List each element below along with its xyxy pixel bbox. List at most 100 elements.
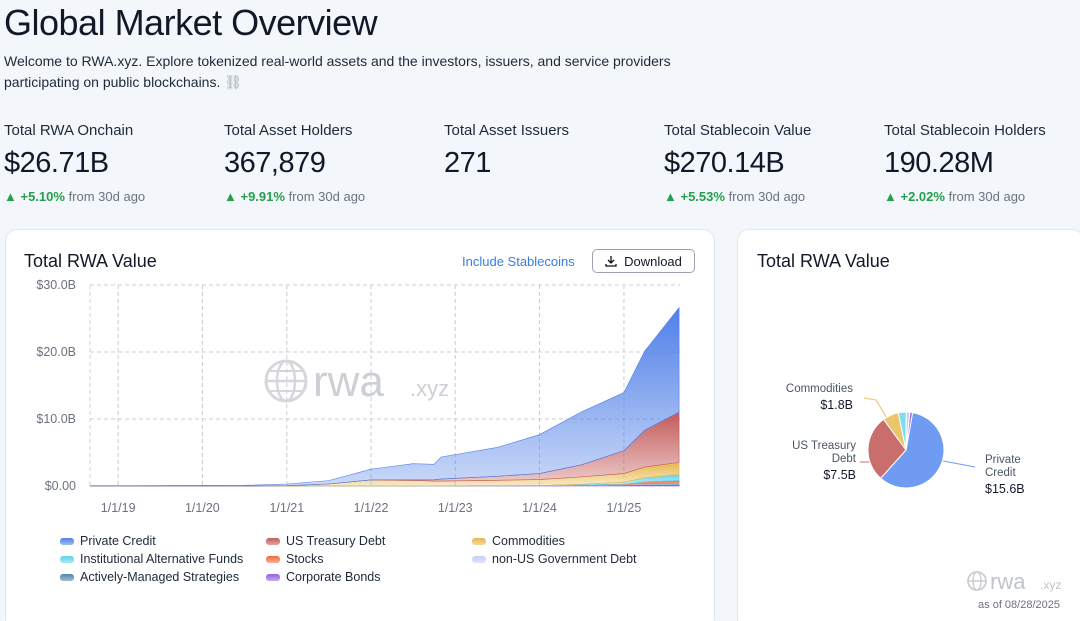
area	[89, 306, 680, 487]
watermark-suffix: .xyz	[410, 376, 449, 401]
leader	[863, 397, 889, 421]
change-suffix: from 30d ago	[288, 189, 366, 204]
stat-label: Total Stablecoin Value	[664, 122, 812, 139]
x-tick-label: 1/1/24	[522, 501, 557, 515]
change-value: +5.10%	[20, 189, 65, 204]
download-label: Download	[624, 253, 682, 269]
pie-slice	[867, 418, 907, 479]
legend-label: Corporate Bonds	[286, 570, 381, 584]
x-tick-label: 1/1/21	[269, 501, 304, 515]
up-arrow: ▲	[224, 189, 241, 204]
x-tick-label: 1/1/25	[607, 501, 642, 515]
change-suffix: from 30d ago	[948, 189, 1026, 204]
legend-swatch	[60, 537, 74, 545]
stat-value: $26.71B	[4, 147, 109, 179]
legend-swatch	[266, 555, 280, 563]
stat-label: Total RWA Onchain	[4, 122, 134, 139]
change-value: +2.02%	[900, 189, 945, 204]
stat: Total RWA Onchain $26.71B ▲ +5.10% from 30…	[4, 122, 224, 204]
legend-item: Private Credit	[60, 534, 266, 548]
download-icon	[605, 256, 617, 267]
change-suffix: from 30d ago	[68, 189, 146, 204]
stat-value: 190.28M	[884, 147, 994, 179]
pie-label: Private Credit $15.6B	[985, 454, 1045, 496]
legend-item: Corporate Bonds	[266, 570, 472, 584]
stat-change: ▲ +9.91% from 30d ago	[224, 189, 444, 204]
stat-label: Total Stablecoin Holders	[884, 122, 1046, 139]
legend-swatch	[472, 555, 486, 563]
stat-value: $270.14B	[664, 147, 785, 179]
watermark: rwa .xyz	[264, 357, 449, 406]
legend-swatch	[266, 537, 280, 545]
x-tick-label: 1/1/19	[101, 501, 136, 515]
change-value: +9.91%	[240, 189, 285, 204]
stat: Total Asset Holders 367,879 ▲ +9.91% from …	[224, 122, 444, 204]
legend-item: Commodities	[472, 534, 678, 548]
leader	[937, 459, 976, 468]
legend-swatch	[472, 537, 486, 545]
footer-logo-text: rwa	[990, 569, 1026, 594]
watermark-text: rwa	[313, 357, 384, 406]
legend-item: Institutional Alternative Funds	[60, 552, 266, 566]
legend-label: Institutional Alternative Funds	[80, 552, 244, 566]
pie-category: US Treasury Debt	[792, 440, 856, 465]
y-tick-label: $10.0B	[36, 412, 76, 426]
stat-label: Total Asset Issuers	[444, 122, 570, 139]
legend-label: US Treasury Debt	[286, 534, 386, 548]
pie-category: Private Credit	[985, 454, 1021, 479]
y-tick-label: $0.00	[45, 479, 76, 493]
pie-slice	[905, 411, 914, 451]
x-tick-label: 1/1/23	[438, 501, 473, 515]
stat: Total Stablecoin Holders 190.28M ▲ +2.02% …	[884, 122, 1080, 204]
legend-item: non-US Government Debt	[472, 552, 678, 566]
y-tick-label: $30.0B	[36, 278, 76, 292]
stat-change: ▲ +5.10% from 30d ago	[4, 189, 224, 204]
include-stablecoins[interactable]: Include Stablecoins	[462, 254, 575, 269]
legend-swatch	[60, 573, 74, 581]
chart-title: Total RWA Value	[24, 251, 157, 271]
pie-slice	[879, 411, 945, 489]
y-tick-label: $20.0B	[36, 345, 76, 359]
legend: Private Credit US Treasury Debt Commoditie…	[60, 534, 678, 584]
up-arrow: ▲	[4, 189, 21, 204]
x-tick-label: 1/1/22	[354, 501, 389, 515]
legend-label: Private Credit	[80, 534, 156, 548]
stat-value: 367,879	[224, 147, 326, 179]
stat-label: Total Asset Holders	[224, 122, 353, 139]
legend-item: US Treasury Debt	[266, 534, 472, 548]
legend-label: Stocks	[286, 552, 324, 566]
pie-title: Total RWA Value	[757, 251, 890, 271]
pie-label: Commodities $1.8B	[763, 383, 853, 412]
subtitle: Welcome to RWA.xyz. Explore tokenized re…	[4, 51, 734, 93]
legend-item: Actively-Managed Strategies	[60, 570, 266, 584]
change-suffix: from 30d ago	[728, 189, 806, 204]
stat-change: ▲ +5.53% from 30d ago	[664, 189, 884, 204]
page-title: Global Market Overview	[4, 2, 378, 43]
as-of: as of 08/28/2025	[978, 599, 1060, 611]
footer-logo: rwa .xyz	[967, 569, 1061, 594]
download-button[interactable]: Download	[592, 249, 695, 273]
legend-swatch	[266, 573, 280, 581]
subtitle-text: Welcome to RWA.xyz. Explore tokenized re…	[4, 53, 671, 90]
legend-label: non-US Government Debt	[492, 552, 637, 566]
pie-label: US Treasury Debt $7.5B	[776, 440, 856, 482]
stat: Total Stablecoin Value $270.14B ▲ +5.53% f…	[664, 122, 884, 204]
pie-value: $15.6B	[985, 482, 1025, 496]
legend-item: Stocks	[266, 552, 472, 566]
chain-icon: ⛓	[224, 74, 243, 90]
change-value: +5.53%	[680, 189, 725, 204]
footer-logo-suffix: .xyz	[1040, 578, 1061, 592]
pie-chart	[860, 397, 976, 489]
legend-swatch	[60, 555, 74, 563]
pie-value: $1.8B	[820, 398, 853, 412]
pie-value: $7.5B	[823, 468, 856, 482]
x-tick-label: 1/1/20	[185, 501, 220, 515]
legend-label: Commodities	[492, 534, 565, 548]
up-arrow: ▲	[664, 189, 681, 204]
up-arrow: ▲	[884, 189, 901, 204]
area-chart: $0.00 $10.0B $20.0B $30.0B 1/1/19 1/1/20 1/1/2…	[36, 278, 680, 515]
stat-change: ▲ +2.02% from 30d ago	[884, 189, 1080, 204]
stat: Total Asset Issuers 271	[444, 122, 664, 180]
